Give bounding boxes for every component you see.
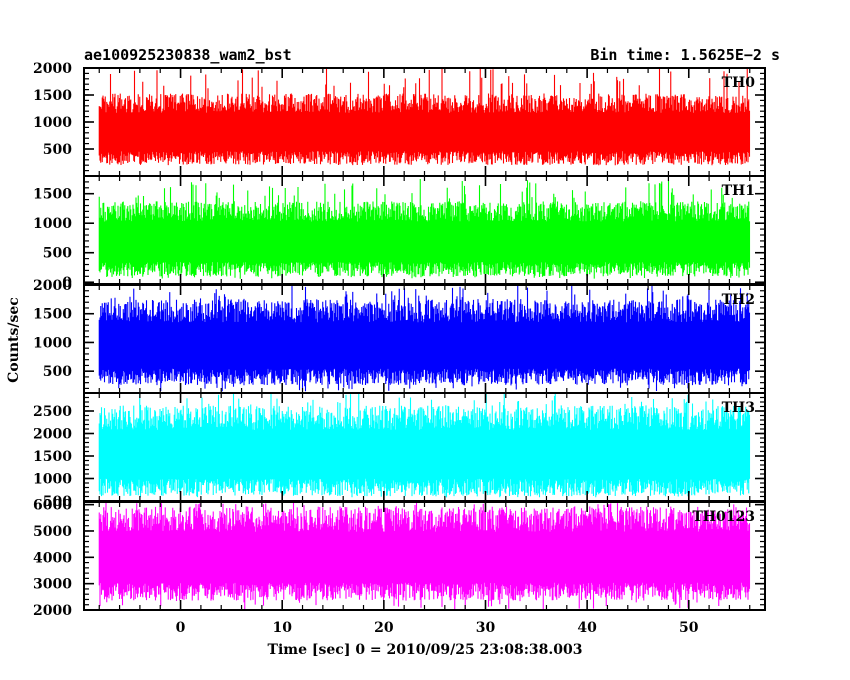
y-tick-label: 1000 (33, 115, 72, 131)
x-tick-label: 50 (679, 620, 699, 636)
x-tick-label: 10 (272, 620, 292, 636)
y-tick-label: 5000 (33, 524, 72, 540)
panel-th3: 500 1000 1500 2000 2500 TH3 (33, 392, 766, 510)
x-axis-label: Time [sec] 0 = 2010/09/25 23:08:38.003 (268, 642, 583, 658)
y-tick-label: 6000 (33, 498, 72, 514)
channel-label: TH3 (722, 400, 755, 416)
y-tick-label: 2000 (33, 603, 72, 619)
x-tick-label: 20 (374, 620, 394, 636)
panel-th0: 500 1000 1500 2000 TH0 (33, 61, 766, 177)
y-tick-label: 0 (62, 275, 72, 291)
channel-label: TH0 (722, 75, 756, 91)
series-th0123 (98, 502, 751, 610)
chart-title: ae100925230838_wam2_bst (84, 46, 292, 64)
y-tick-label: 1500 (33, 187, 72, 203)
panel-th0123: 2000 3000 4000 5000 6000 TH0123 (33, 498, 766, 619)
y-axis-label: Counts/sec (6, 297, 22, 383)
panels-group: 500 1000 1500 2000 TH0 0 500 1000 1500 TH1 500 1000… (33, 61, 766, 619)
y-tick-label: 500 (43, 364, 72, 380)
y-tick-label: 500 (43, 494, 72, 510)
channel-label: TH1 (722, 183, 755, 199)
y-tick-label: 500 (43, 246, 72, 262)
y-tick-label: 1000 (33, 472, 72, 488)
y-tick-label: 1500 (33, 307, 72, 323)
x-axis: 0 10 20 30 40 50 (176, 620, 699, 636)
y-tick-label: 1500 (33, 449, 72, 465)
y-tick-label: 1500 (33, 88, 72, 104)
series-th1 (98, 179, 751, 279)
y-tick-label: 4000 (33, 550, 72, 566)
series-th2 (98, 285, 751, 392)
y-tick-label: 500 (43, 142, 72, 158)
x-tick-label: 30 (476, 620, 496, 636)
channel-label: TH0123 (692, 509, 755, 525)
panel-th2: 500 1000 1500 2000 TH2 (33, 278, 766, 394)
y-tick-label: 1000 (33, 216, 72, 232)
bin-time-label: Bin time: 1.5625E−2 s (590, 46, 780, 64)
y-tick-label: 2000 (33, 427, 72, 443)
x-tick-label: 40 (577, 620, 597, 636)
channel-label: TH2 (722, 292, 755, 308)
series-th0 (98, 68, 751, 166)
y-tick-label: 1000 (33, 335, 72, 351)
panel-th1: 0 500 1000 1500 TH1 (33, 175, 766, 291)
x-tick-label: 0 (176, 620, 186, 636)
y-tick-label: 2000 (33, 61, 72, 77)
y-tick-label: 2500 (33, 404, 72, 420)
y-tick-label: 3000 (33, 577, 72, 593)
y-tick-label: 2000 (33, 278, 72, 294)
series-th3 (98, 393, 751, 498)
